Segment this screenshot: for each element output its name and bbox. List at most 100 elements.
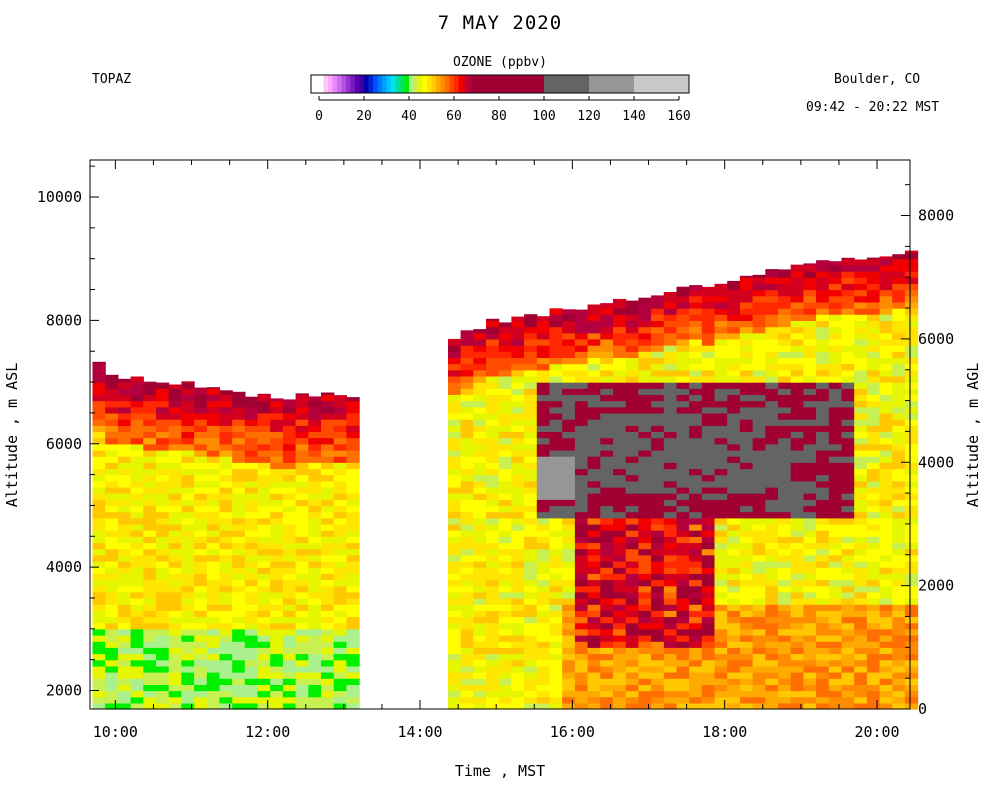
ozone-cell xyxy=(562,332,576,340)
ozone-cell xyxy=(701,338,716,346)
ozone-cell xyxy=(130,530,144,537)
ozone-cell xyxy=(181,474,195,482)
ozone-cell xyxy=(866,283,881,291)
ozone-cell xyxy=(701,523,716,531)
ozone-cell xyxy=(752,573,766,581)
ozone-cell xyxy=(448,468,462,476)
ozone-cell xyxy=(295,548,309,556)
ozone-cell xyxy=(168,412,182,420)
ozone-cell xyxy=(600,462,614,470)
ozone-cell xyxy=(511,345,525,352)
ozone-cell xyxy=(765,554,779,562)
ozone-cell xyxy=(448,647,462,655)
ozone-cell xyxy=(714,561,728,568)
ozone-cell xyxy=(156,690,170,698)
ozone-cell xyxy=(613,579,627,587)
ozone-cell xyxy=(498,579,512,587)
ozone-cell xyxy=(904,499,919,507)
ozone-cell xyxy=(904,388,919,395)
ozone-cell xyxy=(574,604,589,611)
ozone-cell xyxy=(257,431,271,439)
ozone-cell xyxy=(511,449,525,457)
ozone-cell xyxy=(282,493,297,500)
ozone-cell xyxy=(536,326,551,334)
ozone-cell xyxy=(689,338,703,346)
ozone-cell xyxy=(651,672,665,679)
ozone-cell xyxy=(346,690,360,698)
ozone-cell xyxy=(206,628,221,636)
ozone-cell xyxy=(524,573,538,581)
ozone-cell xyxy=(257,462,271,470)
ozone-cell xyxy=(866,505,881,513)
ozone-cell xyxy=(625,345,639,352)
ozone-cell xyxy=(803,678,817,685)
ozone-cell xyxy=(130,437,144,445)
colorbar: 0 20 40 60 80 100 120 140 160 xyxy=(310,74,691,124)
ozone-cell xyxy=(689,702,703,710)
ozone-cell xyxy=(130,659,144,667)
ozone-cell xyxy=(295,653,309,661)
ozone-cell xyxy=(904,493,919,500)
ozone-cell xyxy=(333,690,347,698)
ozone-cell xyxy=(105,419,119,426)
ozone-cell xyxy=(257,659,271,667)
ozone-cell xyxy=(739,462,754,470)
ozone-cell xyxy=(854,357,868,365)
ozone-cell xyxy=(92,388,106,395)
ozone-cell xyxy=(549,363,563,371)
ozone-cell xyxy=(194,635,208,642)
ozone-cell xyxy=(676,499,690,507)
ozone-cell xyxy=(282,542,297,550)
ozone-cell xyxy=(600,357,614,365)
ozone-cell xyxy=(473,431,487,439)
ozone-cell xyxy=(460,542,474,550)
ozone-cell xyxy=(854,591,868,599)
ozone-cell xyxy=(473,499,487,507)
ozone-cell xyxy=(143,530,157,537)
ozone-cell xyxy=(448,702,462,710)
ozone-cell xyxy=(892,573,906,581)
ozone-cell xyxy=(346,468,360,476)
ozone-cell xyxy=(498,419,512,426)
ozone-cell xyxy=(600,523,614,531)
ozone-cell xyxy=(587,314,601,321)
ozone-cell xyxy=(625,579,639,587)
ozone-cell xyxy=(676,338,690,346)
ozone-cell xyxy=(854,283,868,291)
ozone-cell xyxy=(117,536,132,544)
ozone-cell xyxy=(904,530,919,537)
ozone-cell xyxy=(854,295,868,303)
ozone-cell xyxy=(524,363,538,371)
ozone-cell xyxy=(854,437,868,445)
ozone-cell xyxy=(892,665,906,673)
ozone-cell xyxy=(460,517,474,525)
ozone-cell xyxy=(448,523,462,531)
ozone-cell xyxy=(651,511,665,519)
ozone-cell xyxy=(574,456,589,463)
ozone-cell xyxy=(333,684,347,692)
ozone-cell xyxy=(613,598,627,605)
ozone-cell xyxy=(587,573,601,581)
ozone-cell xyxy=(346,523,360,531)
ozone-cell xyxy=(765,320,779,328)
ozone-cell xyxy=(448,622,462,630)
ozone-cell xyxy=(181,419,195,426)
ozone-cell xyxy=(270,641,284,648)
ozone-cell xyxy=(498,468,512,476)
ozone-cell xyxy=(562,635,576,642)
ozone-cell xyxy=(727,357,741,365)
ozone-cell xyxy=(828,622,843,630)
ozone-cell xyxy=(498,474,512,482)
ozone-cell xyxy=(473,369,487,377)
ozone-cell xyxy=(130,573,144,581)
ozone-cell xyxy=(346,672,360,679)
ozone-cell xyxy=(219,653,233,661)
ozone-cell xyxy=(752,295,766,303)
ozone-cell xyxy=(333,653,347,661)
ozone-cell xyxy=(321,591,335,599)
ozone-cell xyxy=(625,567,639,574)
ozone-cell xyxy=(879,462,893,470)
ozone-cell xyxy=(549,412,563,420)
ozone-cell xyxy=(790,486,804,494)
ozone-cell xyxy=(663,400,678,408)
